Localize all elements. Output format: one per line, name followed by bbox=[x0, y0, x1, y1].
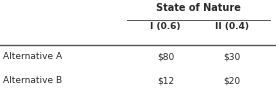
Text: $30: $30 bbox=[223, 52, 240, 61]
Text: $20: $20 bbox=[223, 76, 240, 85]
Text: I (0.6): I (0.6) bbox=[150, 22, 181, 31]
Text: Alternative B: Alternative B bbox=[3, 76, 62, 85]
Text: State of Nature: State of Nature bbox=[156, 3, 241, 13]
Text: $80: $80 bbox=[157, 52, 174, 61]
Text: II (0.4): II (0.4) bbox=[215, 22, 249, 31]
Text: Alternative A: Alternative A bbox=[3, 52, 62, 61]
Text: $12: $12 bbox=[157, 76, 174, 85]
